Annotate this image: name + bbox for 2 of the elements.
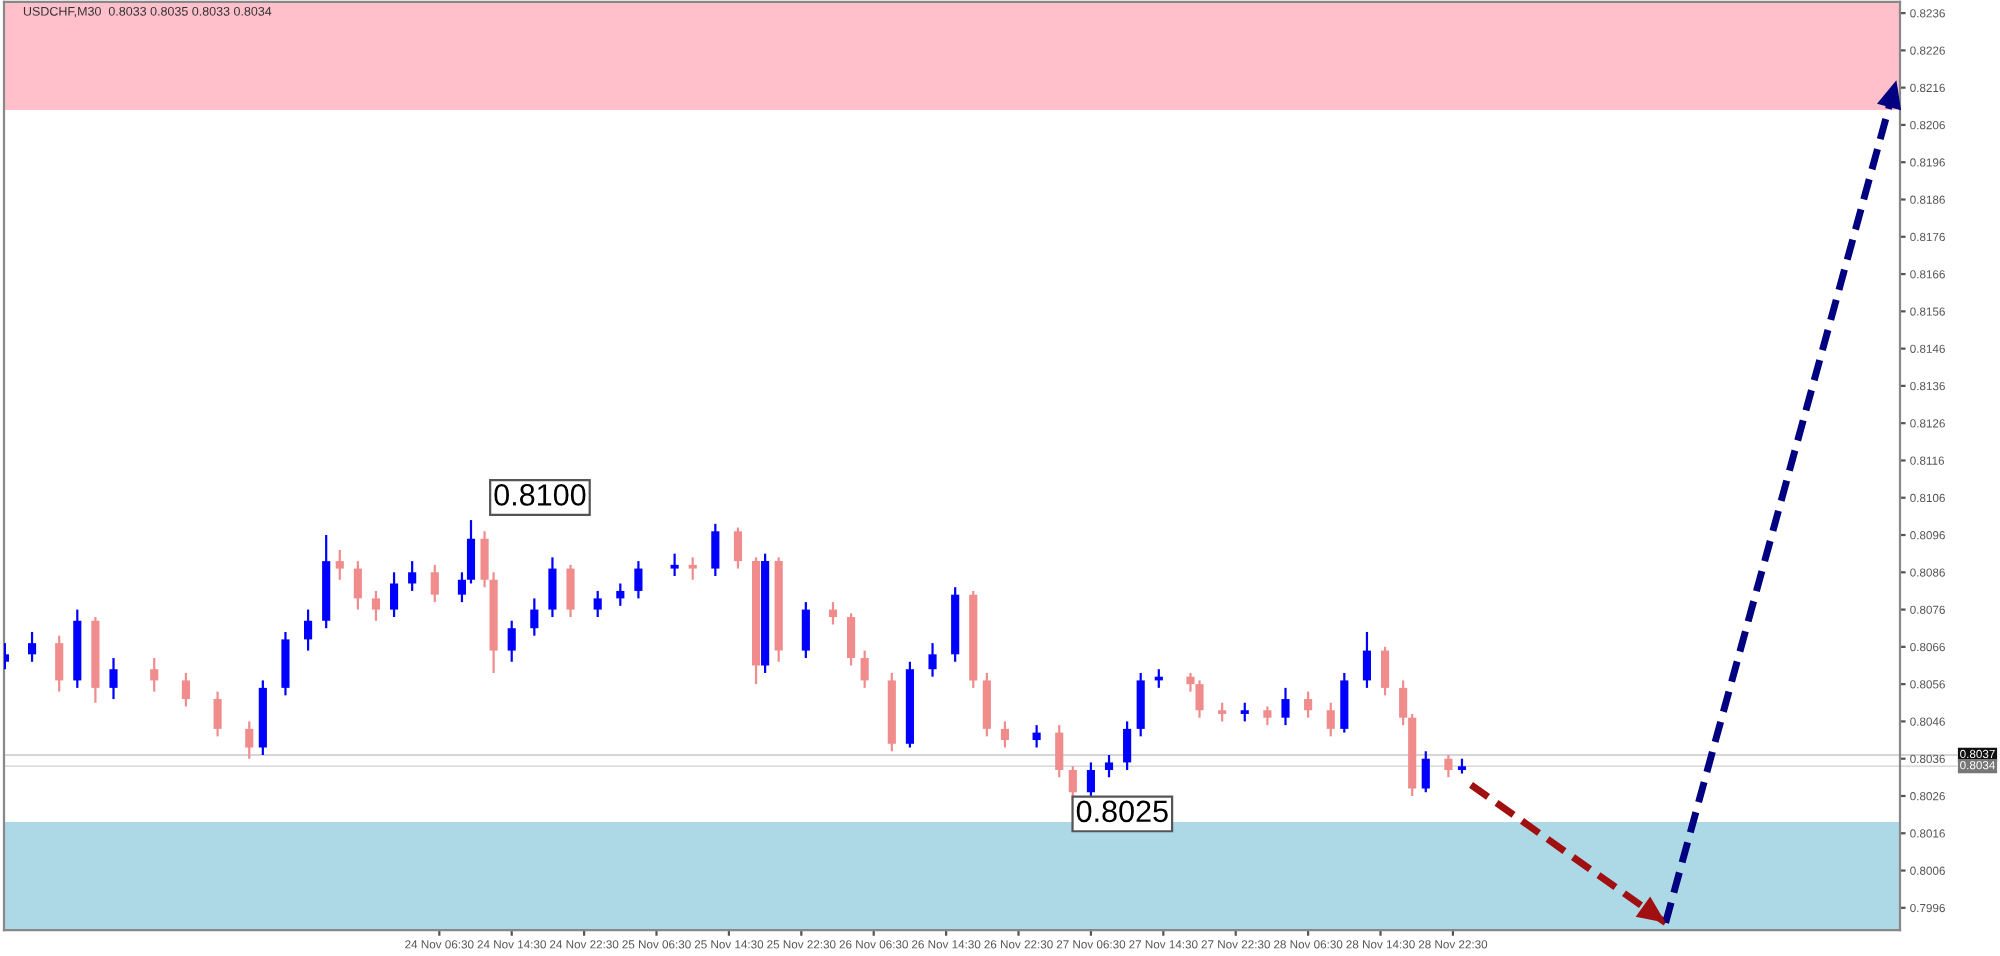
annotation: 0.8025 xyxy=(1076,800,1168,823)
annotation: 0.8100 xyxy=(494,484,586,506)
